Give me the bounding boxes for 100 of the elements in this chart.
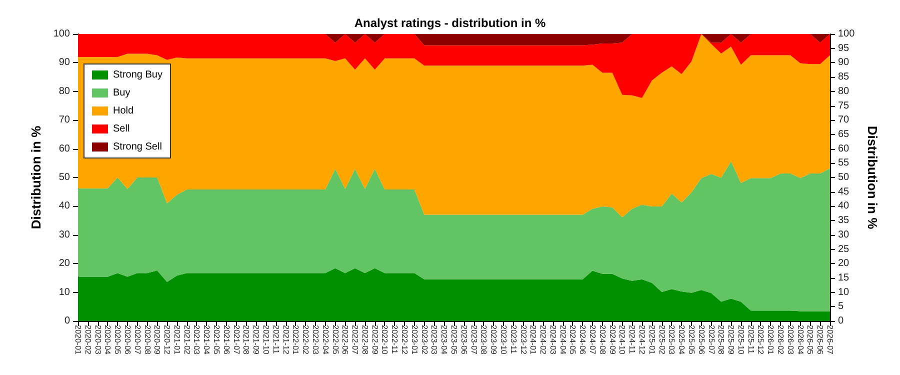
y2-tick-label: 65 [838, 128, 850, 140]
x-tick-label: 2024-04 [558, 325, 568, 355]
x-tick-label: 2025-07 [706, 325, 716, 355]
y-tick-label: 20 [58, 258, 70, 270]
x-tick-label: 2025-10 [736, 325, 746, 355]
x-tick-label: 2022-01 [291, 325, 300, 355]
x-tick-label: 2025-01 [647, 325, 656, 355]
x-tick-label: 2023-02 [420, 325, 429, 355]
x-tick-label: 2020-06 [122, 325, 132, 355]
x-tick-label: 2021-03 [192, 325, 202, 355]
x-tick-label: 2024-08 [598, 325, 607, 355]
y2-tick-label: 10 [838, 286, 850, 298]
x-tick-label: 2022-06 [340, 325, 350, 355]
x-tick-label: 2023-01 [410, 325, 419, 355]
x-tick-label: 2020-04 [103, 325, 112, 355]
y-tick-label: 100 [53, 28, 70, 40]
chart-title: Analyst ratings - distribution in % [354, 16, 546, 30]
x-tick-label: 2024-11 [628, 325, 637, 354]
y-tick-label: 80 [58, 86, 70, 97]
legend-label: Strong Sell [113, 142, 162, 152]
x-tick-label: 2020-02 [83, 325, 92, 355]
x-tick-label: 2022-09 [370, 325, 380, 355]
x-tick-label: 2025-12 [756, 325, 766, 355]
y2-tick-label: 75 [838, 100, 850, 112]
y2-tick-label: 35 [838, 215, 850, 226]
x-tick-label: 2022-05 [330, 325, 340, 355]
y-tick-label: 70 [58, 114, 70, 126]
x-tick-label: 2023-09 [489, 325, 498, 355]
y2-tick-label: 80 [838, 86, 850, 97]
x-tick-label: 2023-11 [508, 325, 518, 354]
x-tick-label: 2025-09 [726, 325, 736, 355]
legend-label: Strong Buy [113, 70, 162, 80]
x-tick-label: 2026-03 [786, 325, 795, 355]
x-tick-label: 2020-09 [152, 325, 162, 355]
y2-tick-label: 100 [838, 28, 856, 40]
x-tick-label: 2023-04 [440, 325, 449, 355]
y2-tick-label: 55 [838, 158, 850, 169]
y2-tick-label: 50 [838, 172, 850, 183]
x-tick-label: 2023-08 [479, 325, 488, 355]
x-tick-label: 2021-05 [212, 325, 222, 355]
y2-tick-label: 70 [838, 114, 850, 126]
x-tick-label: 2022-04 [320, 325, 330, 355]
x-tick-label: 2025-11 [746, 325, 756, 354]
x-tick-label: 2022-11 [390, 325, 400, 354]
y2-tick-label: 30 [838, 229, 850, 240]
x-tick-label: 2021-04 [202, 325, 212, 355]
x-tick-label: 2021-11 [271, 325, 280, 354]
x-tick-label: 2021-02 [182, 325, 192, 355]
x-tick-label: 2024-03 [548, 325, 558, 355]
x-tick-label: 2022-03 [310, 325, 320, 355]
x-tick-label: 2024-01 [528, 325, 538, 355]
x-tick-label: 2022-07 [350, 325, 360, 355]
x-tick-label: 2020-05 [113, 325, 122, 355]
y-tick-label: 40 [58, 200, 70, 212]
x-tick-label: 2026-06 [816, 325, 825, 355]
y2-tick-label: 15 [838, 272, 850, 284]
y2-tick-label: 40 [838, 200, 850, 212]
y2-tick-label: 85 [838, 72, 850, 83]
y2-axis-title: Distribution in % [865, 126, 880, 230]
x-tick-label: 2022-02 [301, 325, 310, 355]
x-tick-label: 2021-06 [222, 325, 231, 355]
x-tick-label: 2026-07 [826, 325, 834, 355]
x-tick-label: 2020-08 [142, 325, 152, 355]
x-tick-label: 2021-07 [232, 325, 241, 355]
x-tick-label: 2023-03 [430, 325, 439, 355]
x-tick-label: 2022-10 [380, 325, 390, 355]
y-tick-label: 30 [58, 229, 70, 240]
y2-tick-label: 20 [838, 258, 850, 270]
x-tick-label: 2024-05 [568, 325, 578, 355]
x-tick-label: 2025-02 [657, 325, 666, 355]
y-tick-label: 10 [58, 286, 70, 298]
y-tick-label: 60 [58, 143, 70, 154]
x-tick-label: 2021-08 [242, 325, 251, 355]
x-tick-label: 2025-05 [686, 325, 696, 355]
y2-tick-label: 60 [838, 143, 850, 154]
x-tick-label: 2023-12 [518, 325, 528, 355]
y-tick-label: 50 [58, 172, 70, 183]
x-tick-label: 2026-05 [806, 325, 815, 355]
legend-label: Hold [113, 106, 134, 116]
x-tick-label: 2021-10 [262, 325, 270, 355]
x-tick-label: 2026-01 [766, 325, 776, 355]
x-tick-label: 2020-07 [132, 325, 142, 355]
y2-tick-label: 90 [838, 57, 850, 68]
y2-tick-label: 45 [838, 186, 850, 198]
x-tick-label: 2023-06 [459, 325, 468, 355]
x-tick-label: 2024-10 [618, 325, 627, 355]
x-tick-label: 2025-08 [716, 325, 726, 355]
y2-tick-label: 25 [838, 244, 850, 255]
x-tick-label: 2024-09 [608, 325, 617, 355]
x-tick-label: 2021-01 [172, 325, 182, 355]
x-tick-label: 2020-01 [74, 325, 82, 355]
x-tick-label: 2023-07 [469, 325, 478, 355]
x-tick-label: 2021-12 [281, 325, 290, 355]
legend-label: Sell [113, 124, 130, 134]
x-tick-label: 2025-03 [667, 325, 676, 355]
y2-tick-label: 0 [838, 316, 844, 326]
x-tick-label: 2023-10 [498, 325, 508, 355]
x-tick-label: 2022-08 [360, 325, 370, 355]
y-axis-title: Distribution in % [28, 125, 44, 230]
legend-label: Buy [113, 88, 130, 98]
